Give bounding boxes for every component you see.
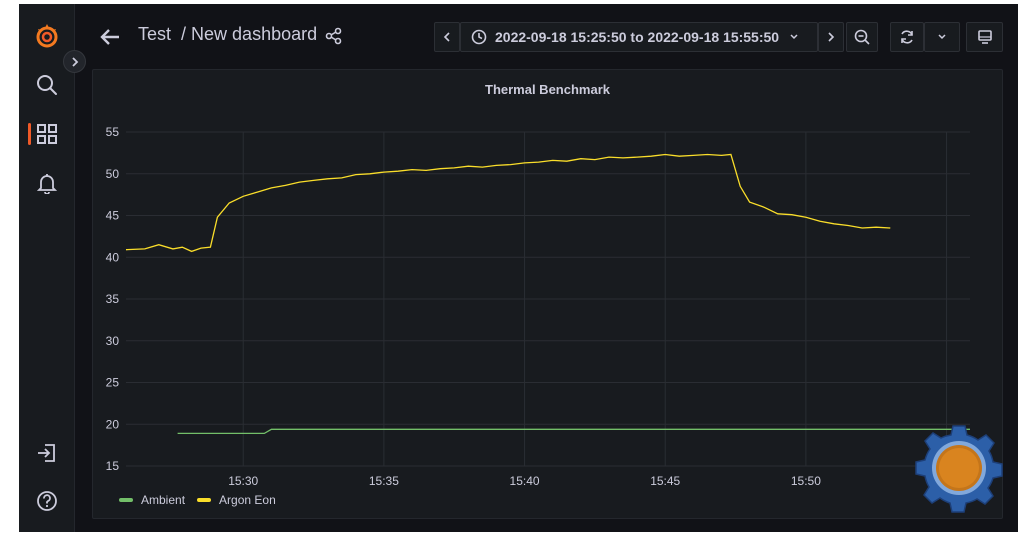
y-tick-label: 55 (106, 125, 120, 139)
breadcrumb-separator: / (181, 24, 187, 44)
thermal-benchmark-panel[interactable]: Thermal Benchmark 15 20 25 30 35 40 45 50 55 15:3… (92, 69, 1003, 519)
y-tick-label: 45 (106, 209, 120, 223)
refresh-icon (901, 30, 913, 44)
x-tick-label: 15:45 (650, 474, 680, 488)
y-tick-label: 50 (106, 167, 120, 181)
y-tick-label: 40 (106, 250, 120, 264)
tv-mode-button[interactable] (966, 22, 1003, 52)
chevron-right-icon (71, 56, 78, 67)
refresh-interval-dropdown[interactable] (924, 22, 960, 52)
legend-label-ambient: Ambient (141, 493, 186, 507)
grafana-app: Test / New dashboard 2022-09-18 15:25:50… (19, 4, 1018, 532)
bell-icon[interactable] (32, 168, 62, 198)
time-range-label: 2022-09-18 15:25:50 to 2022-09-18 15:55:… (495, 29, 780, 45)
active-indicator (28, 123, 31, 145)
dashboards-grid-icon[interactable] (32, 119, 62, 149)
chevron-left-icon (443, 32, 450, 42)
legend-item-ambient[interactable]: Ambient (119, 493, 185, 507)
y-tick-label: 25 (106, 376, 120, 390)
zoom-out-button[interactable] (846, 22, 878, 52)
back-button[interactable] (97, 24, 123, 50)
search-icon[interactable] (32, 70, 62, 100)
time-range-picker[interactable]: 2022-09-18 15:25:50 to 2022-09-18 15:55:… (460, 22, 818, 52)
breadcrumb-folder[interactable]: Test (138, 24, 172, 44)
help-icon[interactable] (32, 486, 62, 516)
time-range-back-button[interactable] (434, 22, 460, 52)
series-line-ambient (177, 428, 970, 435)
time-series-chart[interactable]: 15 20 25 30 35 40 45 50 55 15:30 15:35 15:40 15:45 15… (93, 70, 1002, 518)
share-icon[interactable] (325, 27, 343, 45)
chevron-down-icon (790, 34, 798, 40)
clock-icon (471, 29, 487, 45)
zoom-out-icon (854, 29, 870, 45)
chevron-right-icon (828, 32, 835, 42)
monitor-icon (977, 30, 992, 44)
arrow-left-icon (100, 29, 119, 45)
y-tick-label: 20 (106, 417, 120, 431)
sign-in-icon[interactable] (32, 438, 62, 468)
x-tick-label: 15:30 (228, 474, 258, 488)
legend-swatch-ambient (119, 498, 133, 502)
grafana-logo-icon[interactable] (32, 21, 62, 51)
gear-logo-watermark (915, 425, 1003, 513)
top-bar: Test / New dashboard 2022-09-18 15:25:50… (75, 4, 1018, 66)
y-tick-label: 30 (106, 334, 120, 348)
legend-label-argon-eon: Argon Eon (219, 493, 276, 507)
expand-menu-button[interactable] (63, 50, 86, 73)
chevron-down-icon (938, 34, 946, 40)
panel-title[interactable]: Thermal Benchmark (485, 82, 610, 97)
y-tick-label: 15 (106, 459, 120, 473)
x-tick-label: 15:40 (510, 474, 540, 488)
page-title[interactable]: / New dashboard (181, 24, 317, 45)
y-tick-label: 35 (106, 292, 120, 306)
x-tick-label: 15:35 (369, 474, 399, 488)
chart-legend: Ambient Argon Eon (119, 493, 276, 507)
series-line-argon-eon (125, 153, 891, 253)
legend-swatch-argon-eon (197, 498, 212, 502)
sidebar (19, 4, 75, 532)
time-range-forward-button[interactable] (818, 22, 844, 52)
refresh-button[interactable] (890, 22, 924, 52)
dashboard-title[interactable]: New dashboard (191, 24, 318, 44)
legend-item-argon-eon[interactable]: Argon Eon (197, 493, 276, 507)
x-tick-label: 15:50 (791, 474, 821, 488)
